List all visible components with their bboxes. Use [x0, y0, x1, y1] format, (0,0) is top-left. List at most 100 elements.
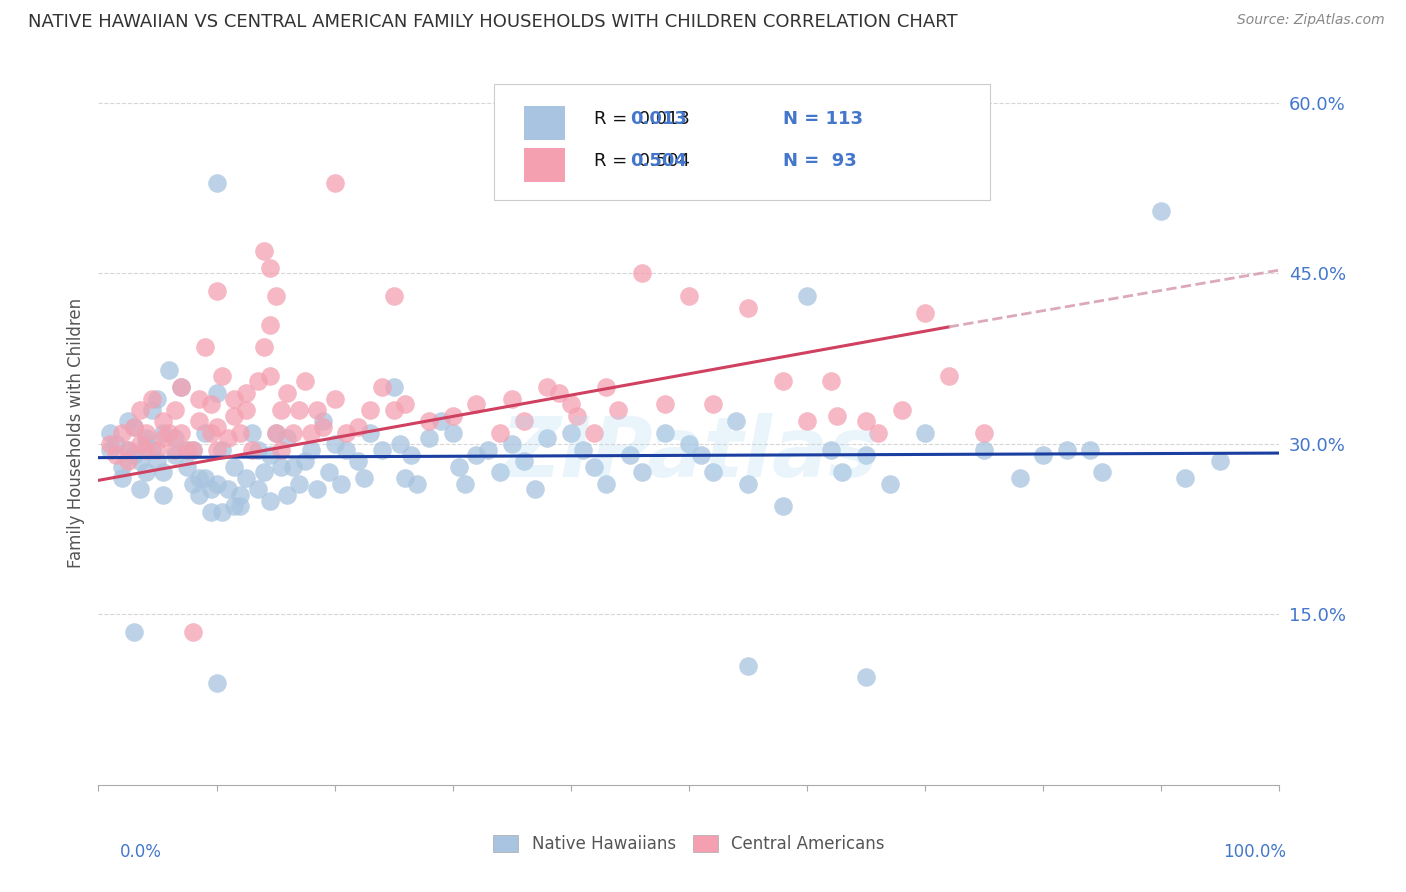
Point [654, 397, 676, 411]
Point [259, 318, 281, 332]
Point [441, 425, 464, 440]
Point [1174, 471, 1197, 485]
Point [689, 448, 711, 462]
Point [347, 420, 370, 434]
Point [122, 420, 145, 434]
FancyBboxPatch shape [494, 84, 990, 200]
Point [200, 425, 222, 440]
Point [146, 392, 169, 406]
Point [1008, 471, 1031, 485]
Point [170, 380, 193, 394]
Point [548, 385, 571, 400]
Point [264, 425, 287, 440]
Point [312, 414, 335, 428]
Point [855, 670, 877, 684]
Point [1091, 466, 1114, 480]
Point [394, 397, 416, 411]
Point [820, 375, 842, 389]
Point [855, 414, 877, 428]
Point [855, 448, 877, 462]
Point [264, 289, 287, 303]
Point [890, 403, 912, 417]
Point [98, 442, 121, 457]
Point [128, 437, 150, 451]
Point [512, 414, 534, 428]
Point [200, 397, 222, 411]
Point [430, 414, 453, 428]
Text: ZIPatlas: ZIPatlas [501, 413, 877, 494]
Point [135, 442, 157, 457]
Point [170, 425, 193, 440]
Point [253, 466, 276, 480]
Point [406, 476, 429, 491]
Point [737, 658, 759, 673]
Point [914, 425, 936, 440]
Point [725, 414, 748, 428]
Point [276, 431, 298, 445]
Point [205, 675, 228, 690]
Point [135, 437, 157, 451]
Point [595, 476, 617, 491]
Point [217, 431, 239, 445]
Point [938, 368, 960, 383]
Text: N =  93: N = 93 [783, 153, 858, 170]
Point [246, 375, 269, 389]
Point [447, 459, 470, 474]
Point [128, 403, 150, 417]
Point [122, 420, 145, 434]
Point [820, 442, 842, 457]
Point [371, 442, 394, 457]
Text: R =  0.013: R = 0.013 [595, 110, 690, 128]
Text: R =  0.504: R = 0.504 [595, 153, 690, 170]
Point [181, 476, 204, 491]
Point [831, 466, 853, 480]
Point [246, 442, 269, 457]
Y-axis label: Family Households with Children: Family Households with Children [66, 298, 84, 567]
Point [489, 466, 512, 480]
Point [141, 392, 163, 406]
Point [135, 466, 157, 480]
Point [229, 425, 252, 440]
Point [276, 488, 298, 502]
Point [181, 442, 204, 457]
Point [973, 425, 995, 440]
Point [453, 476, 475, 491]
Point [259, 260, 281, 275]
Point [152, 488, 174, 502]
Point [165, 431, 187, 445]
Point [211, 505, 233, 519]
Point [224, 392, 246, 406]
Point [536, 380, 558, 394]
Point [335, 425, 357, 440]
Point [501, 392, 523, 406]
Point [305, 403, 328, 417]
Point [270, 442, 292, 457]
Point [401, 448, 423, 462]
Point [141, 442, 163, 457]
Text: N = 113: N = 113 [783, 110, 863, 128]
Point [866, 425, 889, 440]
Point [312, 420, 335, 434]
Point [382, 403, 405, 417]
Point [165, 442, 187, 457]
Point [98, 437, 121, 451]
Point [152, 431, 174, 445]
Point [205, 284, 228, 298]
Point [388, 437, 411, 451]
Point [117, 414, 139, 428]
Point [288, 403, 311, 417]
Point [259, 368, 281, 383]
Point [1150, 204, 1173, 219]
Point [111, 471, 134, 485]
Point [259, 493, 281, 508]
Point [524, 483, 547, 497]
Point [737, 476, 759, 491]
Point [187, 392, 209, 406]
Point [146, 442, 169, 457]
Point [181, 624, 204, 639]
Point [1056, 442, 1078, 457]
Point [353, 471, 375, 485]
Point [329, 476, 352, 491]
Point [318, 466, 340, 480]
Point [187, 414, 209, 428]
